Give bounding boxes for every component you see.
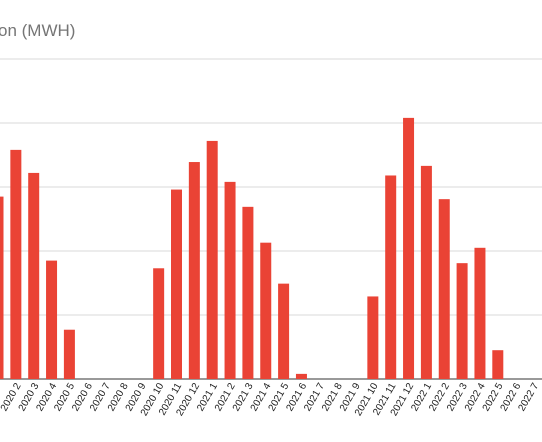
bar: [10, 149, 22, 379]
chart-title: on (MWH): [0, 21, 76, 40]
bar: [28, 172, 40, 379]
bar: [403, 117, 415, 379]
bar: [367, 296, 379, 379]
bar: [242, 206, 254, 379]
bar: [492, 350, 504, 379]
bar: [46, 260, 58, 379]
bar: [0, 196, 4, 379]
bar: [295, 373, 307, 379]
bar: [153, 268, 165, 379]
bar: [474, 247, 486, 379]
bar: [206, 140, 218, 379]
bar: [456, 263, 468, 379]
bar: [188, 162, 200, 379]
bar: [171, 189, 182, 379]
bar: [224, 181, 236, 379]
bar: [278, 283, 290, 379]
bar: [438, 199, 450, 379]
bar: [420, 165, 432, 379]
bar: [260, 242, 272, 379]
bar: [63, 329, 75, 379]
bar: [385, 175, 397, 379]
bars: [0, 117, 504, 379]
